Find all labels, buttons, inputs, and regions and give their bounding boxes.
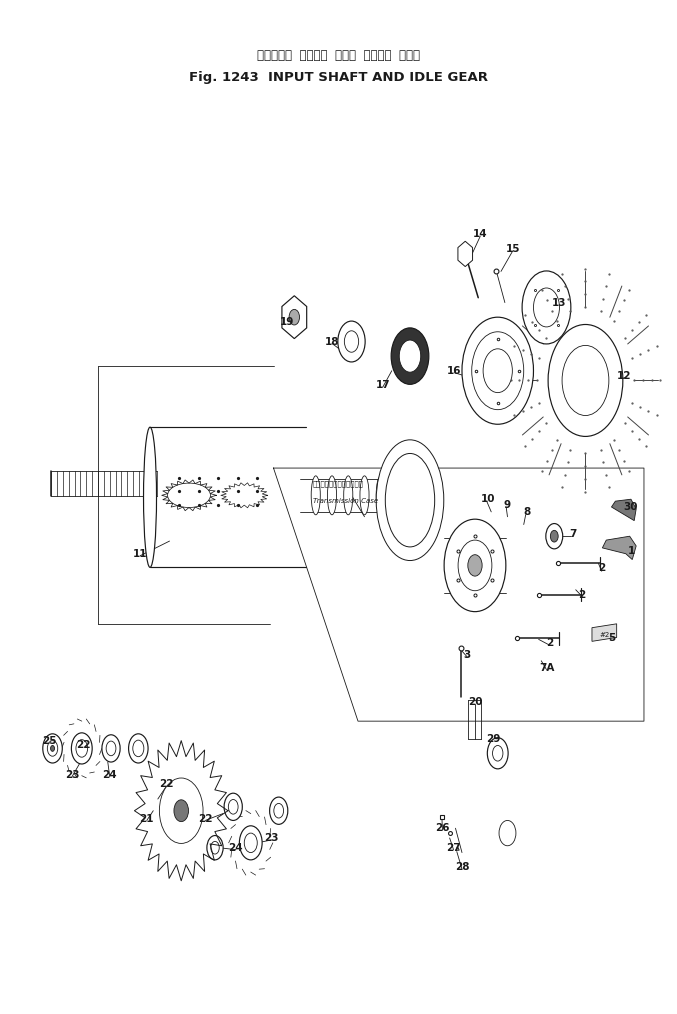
Ellipse shape xyxy=(228,799,238,814)
Circle shape xyxy=(493,745,503,762)
Text: 25: 25 xyxy=(42,735,57,745)
Text: 23: 23 xyxy=(264,832,279,843)
Ellipse shape xyxy=(548,324,623,436)
Polygon shape xyxy=(603,536,636,560)
Ellipse shape xyxy=(106,741,116,755)
Ellipse shape xyxy=(376,440,444,561)
Text: トランスミッションケース: トランスミッションケース xyxy=(313,481,364,488)
Text: 23: 23 xyxy=(65,770,79,780)
Text: 24: 24 xyxy=(229,843,243,853)
Ellipse shape xyxy=(391,328,429,384)
Text: 13: 13 xyxy=(552,297,567,307)
Ellipse shape xyxy=(376,476,385,515)
Text: 29: 29 xyxy=(486,734,500,743)
Text: 7A: 7A xyxy=(539,662,554,672)
Ellipse shape xyxy=(240,825,262,860)
Text: 12: 12 xyxy=(617,370,632,380)
Ellipse shape xyxy=(462,317,533,424)
Text: 26: 26 xyxy=(435,823,450,834)
Ellipse shape xyxy=(71,733,92,764)
Ellipse shape xyxy=(43,734,62,763)
Polygon shape xyxy=(458,241,473,267)
Text: 16: 16 xyxy=(447,366,462,376)
Ellipse shape xyxy=(483,349,512,392)
Ellipse shape xyxy=(274,803,284,818)
Ellipse shape xyxy=(399,340,420,372)
Text: 30: 30 xyxy=(624,502,638,512)
Ellipse shape xyxy=(385,453,435,547)
Ellipse shape xyxy=(468,555,482,576)
Text: 14: 14 xyxy=(473,229,487,239)
Ellipse shape xyxy=(328,476,336,515)
Ellipse shape xyxy=(345,331,359,352)
Ellipse shape xyxy=(224,793,242,820)
Ellipse shape xyxy=(159,778,203,844)
Ellipse shape xyxy=(47,740,58,756)
Ellipse shape xyxy=(174,800,188,821)
Ellipse shape xyxy=(338,321,365,362)
Text: インプット  シャフト  および  アイドル  ギヤー: インプット シャフト および アイドル ギヤー xyxy=(257,50,420,63)
Ellipse shape xyxy=(51,745,54,751)
Ellipse shape xyxy=(562,346,609,416)
Ellipse shape xyxy=(269,797,288,824)
Polygon shape xyxy=(592,624,617,641)
Text: 22: 22 xyxy=(76,740,90,750)
Polygon shape xyxy=(611,499,636,520)
Ellipse shape xyxy=(129,734,148,763)
Text: #2: #2 xyxy=(599,632,609,638)
Ellipse shape xyxy=(522,271,571,344)
Polygon shape xyxy=(282,296,307,339)
Text: 9: 9 xyxy=(504,500,511,510)
Text: 18: 18 xyxy=(325,337,339,347)
Text: 21: 21 xyxy=(139,813,154,823)
Ellipse shape xyxy=(344,476,353,515)
Ellipse shape xyxy=(144,427,156,568)
Text: Fig. 1243  INPUT SHAFT AND IDLE GEAR: Fig. 1243 INPUT SHAFT AND IDLE GEAR xyxy=(189,71,488,84)
Ellipse shape xyxy=(211,842,219,854)
Ellipse shape xyxy=(533,288,559,327)
Text: 22: 22 xyxy=(198,813,213,823)
Ellipse shape xyxy=(133,740,144,756)
Text: 17: 17 xyxy=(375,380,390,390)
Text: 5: 5 xyxy=(608,634,615,644)
Ellipse shape xyxy=(207,836,223,860)
Ellipse shape xyxy=(458,540,492,591)
Text: 19: 19 xyxy=(280,317,294,328)
Text: 8: 8 xyxy=(523,507,531,517)
Ellipse shape xyxy=(311,476,320,515)
Text: 2: 2 xyxy=(546,638,553,648)
Text: 27: 27 xyxy=(446,843,461,853)
Text: Transmission Case: Transmission Case xyxy=(313,498,378,504)
Text: 3: 3 xyxy=(464,650,471,660)
Ellipse shape xyxy=(289,309,299,324)
Ellipse shape xyxy=(360,476,369,515)
Text: 2: 2 xyxy=(579,589,586,599)
Text: 24: 24 xyxy=(102,770,117,780)
Text: 28: 28 xyxy=(455,862,469,872)
Circle shape xyxy=(499,820,516,846)
Ellipse shape xyxy=(444,519,506,611)
Circle shape xyxy=(546,523,563,549)
Ellipse shape xyxy=(76,739,87,757)
Text: 7: 7 xyxy=(569,529,576,539)
Text: 22: 22 xyxy=(159,780,173,790)
Text: 2: 2 xyxy=(598,564,605,573)
Text: 11: 11 xyxy=(133,549,148,559)
Text: 10: 10 xyxy=(481,494,496,504)
Ellipse shape xyxy=(472,332,524,410)
Ellipse shape xyxy=(102,735,120,763)
Circle shape xyxy=(550,530,558,542)
Text: 20: 20 xyxy=(468,697,482,707)
Text: 1: 1 xyxy=(628,546,634,556)
Circle shape xyxy=(487,738,508,769)
Ellipse shape xyxy=(244,834,257,853)
Text: 15: 15 xyxy=(506,244,520,255)
